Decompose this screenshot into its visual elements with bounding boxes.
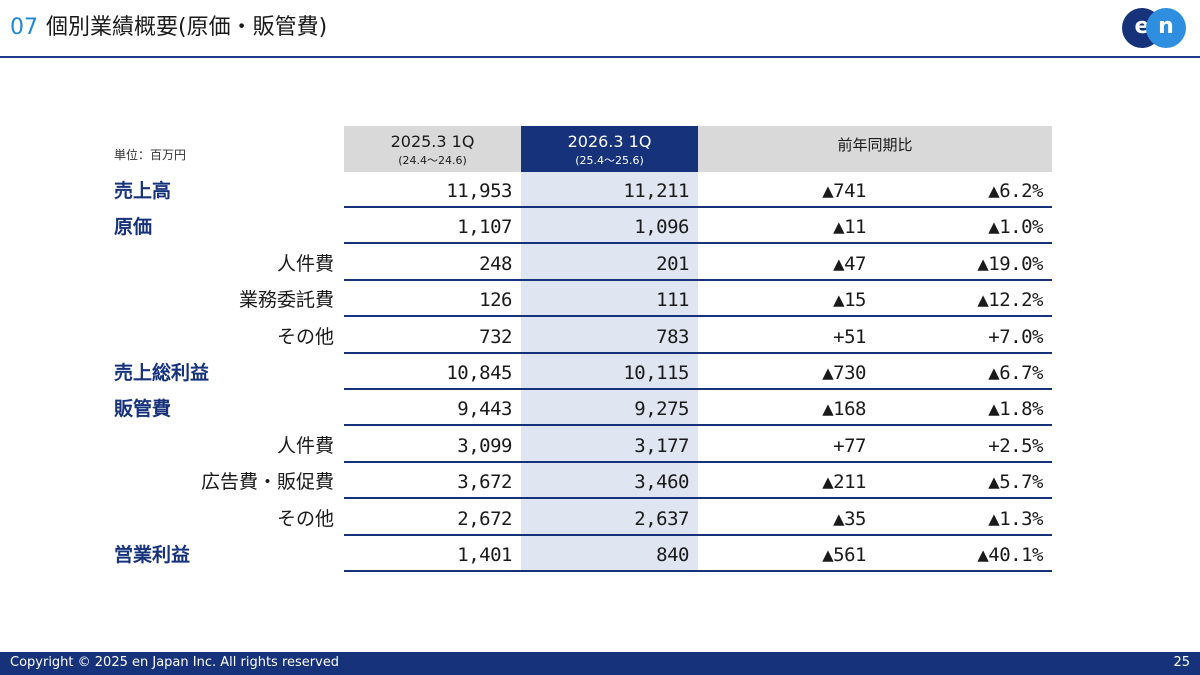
unit-label: 単位：百万円 (114, 148, 187, 162)
row-value: ▲741 (822, 180, 866, 202)
row-label: 人件費 (276, 434, 334, 457)
row-label: その他 (276, 325, 334, 348)
row-divider (344, 460, 1052, 463)
column-header-yoy: 前年同期比 (698, 126, 1052, 172)
row-value: ▲1.8% (988, 398, 1043, 421)
row-divider (344, 497, 1052, 500)
column-header-main: 前年同期比 (837, 136, 913, 154)
row-value: 10,845 (446, 362, 512, 384)
slide-title: 07 個別業績概要(原価・販管費) (10, 14, 327, 42)
row-label: 売上高 (114, 180, 172, 202)
row-value: ▲12.2% (977, 289, 1043, 312)
row-value: ▲168 (822, 398, 866, 421)
row-value: ▲730 (822, 362, 866, 384)
table-row: 売上総利益 10,845 10,115 ▲730 ▲6.7% (0, 354, 1200, 390)
row-value: 11,953 (446, 180, 512, 202)
row-value: +7.0% (988, 325, 1043, 348)
row-value: ▲40.1% (977, 544, 1043, 566)
row-value: ▲11 (833, 216, 866, 239)
table-row: 原価 1,107 1,096 ▲11 ▲1.0% (0, 208, 1200, 245)
table-row: 売上高 11,953 11,211 ▲741 ▲6.2% (0, 172, 1200, 208)
row-value: ▲211 (822, 471, 866, 494)
row-value: 3,099 (457, 434, 512, 457)
row-label: 人件費 (276, 252, 334, 275)
row-value: +51 (833, 325, 866, 348)
en-japan-logo: e n (1122, 8, 1186, 48)
row-value: ▲6.7% (988, 362, 1043, 384)
row-divider (344, 424, 1052, 427)
copyright-text: Copyright © 2025 en Japan Inc. All right… (10, 655, 340, 670)
row-label: 業務委託費 (238, 289, 334, 312)
row-value: 783 (656, 325, 689, 348)
row-divider (344, 351, 1052, 354)
row-value: 126 (479, 289, 512, 312)
row-value: 11,211 (623, 180, 689, 202)
table-row: その他 732 783 +51 +7.0% (0, 318, 1200, 354)
row-value: ▲19.0% (977, 252, 1043, 275)
table-row: その他 2,672 2,637 ▲35 ▲1.3% (0, 500, 1200, 536)
logo-n: n (1146, 8, 1186, 48)
table-row: 人件費 3,099 3,177 +77 +2.5% (0, 427, 1200, 463)
table-row: 業務委託費 126 111 ▲15 ▲12.2% (0, 281, 1200, 318)
row-label: 売上総利益 (114, 362, 210, 384)
row-value: ▲561 (822, 544, 866, 566)
row-label: その他 (276, 507, 334, 530)
row-value: 201 (656, 252, 689, 275)
row-value: 2,637 (634, 507, 689, 530)
current-period-highlight (521, 172, 698, 572)
table-row: 広告費・販促費 3,672 3,460 ▲211 ▲5.7% (0, 463, 1200, 500)
row-value: 1,096 (634, 216, 689, 239)
column-header-sub: (25.4～25.6) (575, 154, 644, 167)
row-value: ▲47 (833, 252, 866, 275)
row-label: 広告費・販促費 (200, 471, 334, 494)
row-value: 248 (479, 252, 512, 275)
row-value: +77 (833, 434, 866, 457)
row-value: 732 (479, 325, 512, 348)
row-value: 9,275 (634, 398, 689, 421)
page-number: 25 (1173, 655, 1190, 670)
row-value: 9,443 (457, 398, 512, 421)
row-value: ▲6.2% (988, 180, 1043, 202)
column-header-sub: (24.4～24.6) (398, 154, 467, 167)
row-value: ▲1.0% (988, 216, 1043, 239)
slide-header: 07 個別業績概要(原価・販管費) e n (0, 0, 1200, 58)
row-divider (344, 206, 1052, 208)
column-header-2026: 2026.3 1Q (25.4～25.6) (521, 126, 698, 172)
row-label: 原価 (114, 216, 153, 239)
row-value: +2.5% (988, 434, 1043, 457)
row-value: 3,177 (634, 434, 689, 457)
row-value: 3,672 (457, 471, 512, 494)
row-label: 販管費 (114, 398, 172, 421)
row-value: ▲5.7% (988, 471, 1043, 494)
title-text: 個別業績概要(原価・販管費) (46, 15, 328, 40)
row-value: 1,107 (457, 216, 512, 239)
row-value: ▲35 (833, 507, 866, 530)
row-value: ▲1.3% (988, 507, 1043, 530)
row-label: 営業利益 (114, 544, 191, 566)
row-divider (344, 388, 1052, 390)
row-value: 840 (656, 544, 689, 566)
column-header-main: 2025.3 1Q (390, 132, 475, 151)
column-header-main: 2026.3 1Q (567, 132, 652, 151)
row-divider (344, 278, 1052, 281)
table-row: 人件費 248 201 ▲47 ▲19.0% (0, 245, 1200, 281)
table-row: 販管費 9,443 9,275 ▲168 ▲1.8% (0, 390, 1200, 427)
row-value: 10,115 (623, 362, 689, 384)
section-number: 07 (10, 15, 38, 40)
row-divider (344, 570, 1052, 572)
row-value: ▲15 (833, 289, 866, 312)
row-value: 3,460 (634, 471, 689, 494)
row-value: 2,672 (457, 507, 512, 530)
row-divider (344, 242, 1052, 245)
row-divider (344, 315, 1052, 318)
slide-footer: Copyright © 2025 en Japan Inc. All right… (0, 652, 1200, 675)
row-value: 1,401 (457, 544, 512, 566)
table-row: 営業利益 1,401 840 ▲561 ▲40.1% (0, 536, 1200, 572)
column-header-2025: 2025.3 1Q (24.4～24.6) (344, 126, 521, 172)
row-value: 111 (656, 289, 689, 312)
row-divider (344, 533, 1052, 536)
